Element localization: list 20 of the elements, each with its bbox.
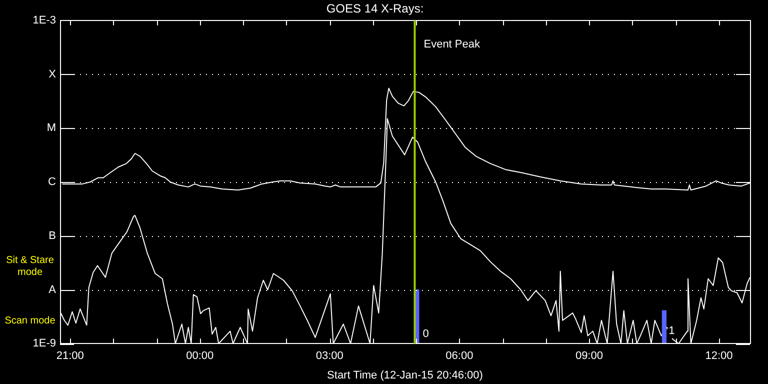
- x-tick-label: 09:00: [575, 350, 603, 362]
- x-tick-label: 03:00: [316, 350, 344, 362]
- x-tick-label: 12:00: [705, 350, 733, 362]
- x-tick-label: 06:00: [446, 350, 474, 362]
- text: Sit & Stare mode: [6, 254, 54, 278]
- annotation: 0: [422, 328, 429, 340]
- annotation: 1: [668, 325, 675, 338]
- x-tick-label: 00:00: [186, 350, 214, 362]
- y-tick-label: X: [48, 68, 57, 80]
- chart-title: GOES 14 X-Rays:: [326, 2, 424, 16]
- text: Scan mode: [4, 316, 56, 327]
- y-tick-label: M: [46, 122, 56, 134]
- y-tick-label: 1E-9: [32, 338, 56, 350]
- y-tick-label: B: [48, 230, 56, 242]
- ref-line-label: Event Peak: [424, 38, 480, 50]
- y-tick-label: A: [48, 284, 57, 296]
- x-tick-label: 21:00: [56, 350, 84, 362]
- y-tick-label: 1E-3: [32, 14, 56, 26]
- y-tick-label: C: [48, 176, 56, 188]
- x-axis-title: Start Time (12-Jan-15 20:46:00): [327, 369, 483, 382]
